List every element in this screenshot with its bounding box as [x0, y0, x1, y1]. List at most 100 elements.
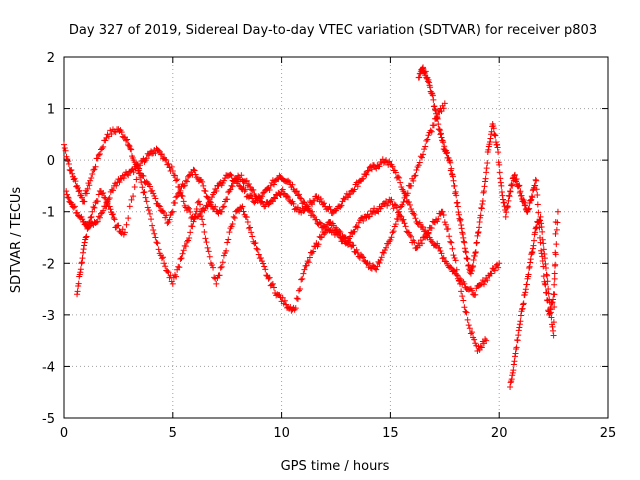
- data-point: [449, 245, 456, 252]
- data-point: [210, 264, 217, 271]
- data-point: [298, 276, 305, 283]
- data-point: [437, 130, 444, 137]
- data-point: [130, 193, 137, 200]
- data-point: [422, 143, 429, 150]
- data-point: [193, 206, 200, 213]
- data-point: [469, 267, 475, 274]
- data-point: [123, 137, 130, 144]
- data-point: [533, 224, 540, 231]
- data-point: [90, 167, 97, 174]
- data-point: [360, 217, 367, 224]
- data-point: [495, 159, 502, 166]
- data-point: [144, 204, 151, 211]
- data-point: [109, 211, 116, 218]
- data-point: [158, 151, 165, 158]
- data-point: [70, 204, 77, 211]
- data-point: [101, 194, 108, 201]
- data-point: [453, 266, 460, 273]
- data-point: [426, 79, 433, 86]
- data-point: [94, 155, 101, 162]
- data-point: [450, 267, 457, 274]
- data-point: [527, 259, 534, 266]
- data-point: [526, 205, 533, 212]
- x-tick-label: 20: [491, 426, 508, 441]
- data-point: [511, 172, 518, 179]
- data-point: [425, 76, 432, 83]
- data-point: [355, 219, 362, 226]
- data-point: [176, 184, 183, 191]
- data-point: [208, 194, 215, 201]
- data-point: [195, 198, 202, 205]
- data-point: [533, 177, 540, 184]
- data-point: [482, 178, 489, 185]
- data-point: [436, 127, 443, 134]
- data-point: [505, 192, 512, 199]
- data-point: [292, 188, 299, 195]
- data-point: [510, 367, 517, 374]
- data-point: [213, 280, 220, 287]
- data-point: [298, 195, 305, 202]
- data-point: [523, 281, 530, 288]
- data-point: [299, 275, 306, 282]
- data-point: [83, 233, 90, 240]
- data-point: [388, 234, 395, 241]
- data-point: [396, 208, 403, 215]
- data-point: [137, 174, 144, 181]
- data-point: [507, 188, 514, 195]
- data-point: [68, 167, 75, 174]
- data-point: [462, 248, 469, 255]
- data-point: [535, 209, 542, 216]
- data-point: [539, 228, 546, 235]
- data-point: [408, 233, 415, 240]
- data-point: [446, 157, 453, 164]
- data-point: [431, 103, 438, 110]
- data-point: [363, 171, 370, 178]
- data-point: [224, 196, 231, 203]
- data-point: [376, 260, 383, 267]
- data-point: [533, 224, 540, 231]
- data-point: [171, 199, 178, 206]
- data-point: [448, 165, 455, 172]
- data-point: [337, 229, 344, 236]
- data-point: [449, 173, 456, 180]
- data-point: [551, 270, 558, 277]
- data-point: [354, 183, 361, 190]
- data-point: [191, 215, 198, 222]
- data-point: [109, 187, 116, 194]
- data-point: [242, 186, 249, 193]
- data-point: [477, 343, 484, 350]
- data-point: [451, 182, 458, 189]
- data-point: [495, 149, 502, 156]
- data-point: [498, 182, 505, 189]
- data-point: [541, 255, 548, 262]
- data-point: [435, 121, 442, 128]
- data-point: [496, 169, 503, 176]
- data-point: [405, 198, 412, 205]
- data-point: [429, 92, 436, 99]
- data-point: [435, 215, 442, 222]
- data-point: [207, 199, 214, 206]
- data-point: [496, 161, 503, 168]
- data-point: [540, 246, 547, 253]
- data-point: [410, 210, 417, 217]
- data-point: [180, 198, 187, 205]
- data-point: [251, 199, 258, 206]
- data-point: [146, 210, 153, 217]
- data-point: [418, 240, 425, 247]
- data-point: [95, 191, 102, 198]
- data-point: [301, 266, 308, 273]
- data-point: [495, 264, 502, 271]
- data-point: [285, 177, 292, 184]
- data-point: [91, 204, 98, 211]
- data-point: [520, 300, 527, 307]
- data-point: [433, 110, 440, 117]
- data-point: [492, 132, 499, 139]
- data-point: [436, 244, 443, 251]
- data-point: [460, 297, 467, 304]
- data-point: [199, 178, 206, 185]
- data-point: [206, 253, 213, 260]
- data-point: [252, 239, 259, 246]
- data-point: [251, 240, 258, 247]
- data-point: [504, 202, 511, 209]
- data-point: [131, 184, 138, 191]
